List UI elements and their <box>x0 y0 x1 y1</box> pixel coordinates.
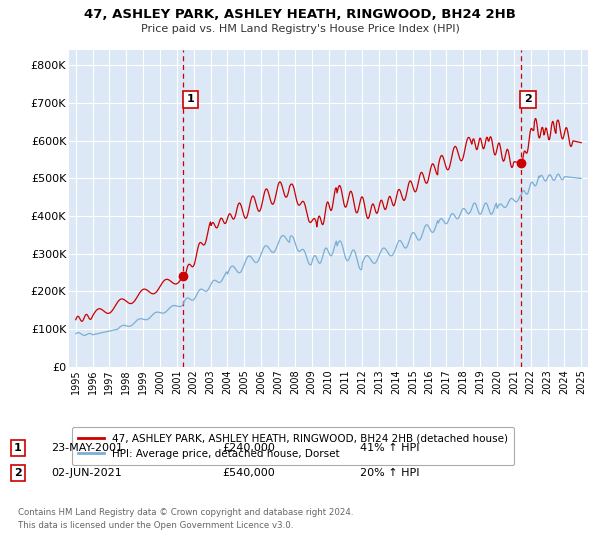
Text: 47, ASHLEY PARK, ASHLEY HEATH, RINGWOOD, BH24 2HB: 47, ASHLEY PARK, ASHLEY HEATH, RINGWOOD,… <box>84 8 516 21</box>
Text: 02-JUN-2021: 02-JUN-2021 <box>51 468 122 478</box>
Text: 2: 2 <box>524 95 532 105</box>
Text: 1: 1 <box>187 95 194 105</box>
Legend: 47, ASHLEY PARK, ASHLEY HEATH, RINGWOOD, BH24 2HB (detached house), HPI: Average: 47, ASHLEY PARK, ASHLEY HEATH, RINGWOOD,… <box>71 427 514 465</box>
Text: This data is licensed under the Open Government Licence v3.0.: This data is licensed under the Open Gov… <box>18 521 293 530</box>
Text: 20% ↑ HPI: 20% ↑ HPI <box>360 468 419 478</box>
Text: 41% ↑ HPI: 41% ↑ HPI <box>360 443 419 453</box>
Text: Price paid vs. HM Land Registry's House Price Index (HPI): Price paid vs. HM Land Registry's House … <box>140 24 460 34</box>
Text: £540,000: £540,000 <box>222 468 275 478</box>
Text: £240,000: £240,000 <box>222 443 275 453</box>
Text: 2: 2 <box>14 468 22 478</box>
Text: Contains HM Land Registry data © Crown copyright and database right 2024.: Contains HM Land Registry data © Crown c… <box>18 508 353 517</box>
Text: 23-MAY-2001: 23-MAY-2001 <box>51 443 123 453</box>
Text: 1: 1 <box>14 443 22 453</box>
